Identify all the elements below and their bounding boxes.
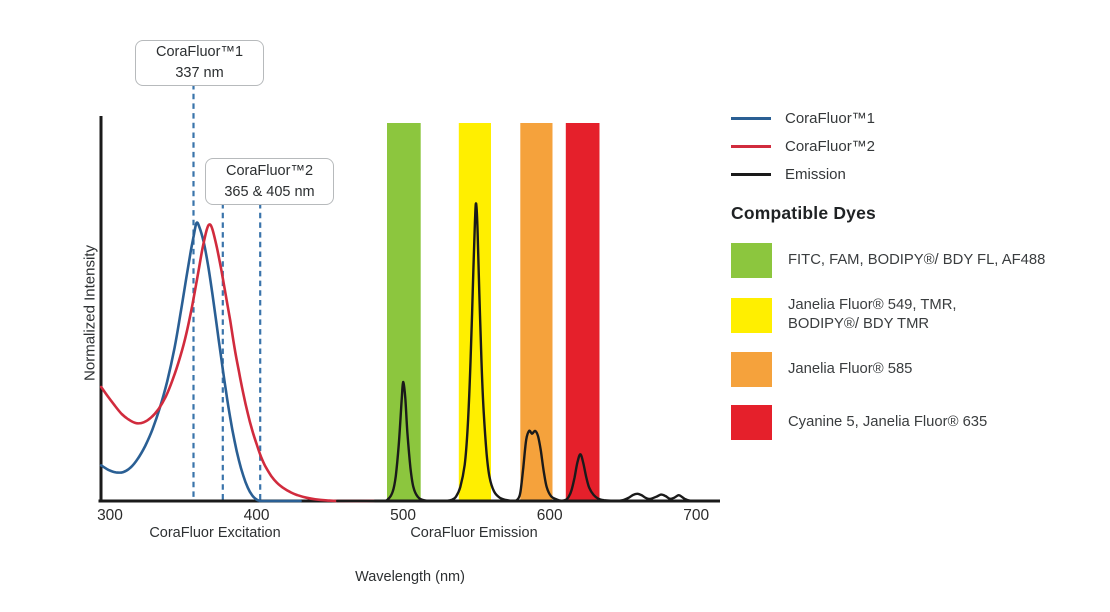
annotation-corafluor2-name: CoraFluor™2 bbox=[225, 162, 314, 179]
legend-label: Emission bbox=[785, 165, 846, 183]
dye-row-3: Janelia Fluor® 585 bbox=[731, 352, 1107, 388]
legend-item-3: Emission bbox=[731, 160, 1107, 188]
dye-color-swatch bbox=[731, 405, 772, 441]
dye-row-2: Janelia Fluor® 549, TMR, BODIPY®/ BDY TMR bbox=[731, 296, 1107, 334]
dye-row-1: FITC, FAM, BODIPY®/ BDY FL, AF488 bbox=[731, 243, 1107, 278]
y-axis-label: Normalized Intensity bbox=[81, 245, 99, 381]
dye-row-4: Cyanine 5, Janelia Fluor® 635 bbox=[731, 405, 1107, 441]
dye-color-swatch bbox=[731, 352, 772, 388]
legend-label: CoraFluor™2 bbox=[785, 137, 876, 155]
legend-line-swatch bbox=[731, 144, 771, 148]
legend-item-2: CoraFluor™2 bbox=[731, 132, 1107, 160]
legend: CoraFluor™1 CoraFluor™2 Emission bbox=[731, 104, 1107, 188]
annotation-corafluor2-wavelength: 365 & 405 nm bbox=[224, 183, 315, 200]
series-curve-2 bbox=[99, 223, 376, 503]
compatible-dyes-list: FITC, FAM, BODIPY®/ BDY FL, AF488 Janelia… bbox=[731, 243, 1107, 441]
x-axis-label: Wavelength (nm) bbox=[355, 569, 465, 585]
x-tick-400: 400 bbox=[243, 507, 270, 524]
dye-color-swatch bbox=[731, 297, 772, 333]
x-tick-500: 500 bbox=[390, 507, 417, 524]
legend-label: CoraFluor™1 bbox=[785, 109, 876, 127]
annotation-corafluor1-wavelength: 337 nm bbox=[175, 65, 224, 81]
legend-line-swatch bbox=[731, 172, 771, 176]
legend-item-1: CoraFluor™1 bbox=[731, 104, 1107, 132]
dye-color-swatch bbox=[731, 243, 772, 278]
excitation-section-label: CoraFluor Excitation bbox=[149, 525, 281, 541]
series-curve-3 bbox=[336, 202, 718, 503]
dye-label: Janelia Fluor® 549, TMR, BODIPY®/ BDY TMR bbox=[788, 297, 957, 333]
red-filter-band bbox=[565, 123, 600, 501]
compatible-dyes-heading: Compatible Dyes bbox=[731, 203, 876, 223]
dye-label: Cyanine 5, Janelia Fluor® 635 bbox=[788, 414, 988, 431]
legend-line-swatch bbox=[731, 116, 771, 120]
emission-section-label: CoraFluor Emission bbox=[410, 525, 538, 541]
green-filter-band bbox=[387, 123, 421, 501]
annotation-corafluor2: CoraFluor™2 365 & 405 nm bbox=[205, 158, 334, 205]
right-panel: CoraFluor™1 CoraFluor™2 Emission Compatibl… bbox=[731, 104, 1107, 458]
annotation-corafluor1-name: CoraFluor™1 bbox=[155, 44, 244, 61]
x-tick-600: 600 bbox=[536, 507, 563, 524]
dye-label: Janelia Fluor® 585 bbox=[788, 361, 913, 378]
dye-label: FITC, FAM, BODIPY®/ BDY FL, AF488 bbox=[788, 251, 1046, 268]
series-curve-1 bbox=[99, 221, 302, 503]
x-tick-700: 700 bbox=[683, 507, 710, 524]
x-tick-300: 300 bbox=[97, 507, 123, 524]
annotation-corafluor1: CoraFluor™1 337 nm bbox=[135, 40, 264, 86]
